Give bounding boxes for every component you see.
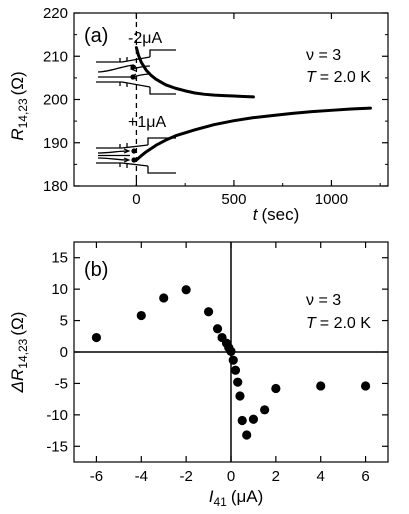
panel-a-series-2-line [134,106,372,162]
panel-a-series [134,46,372,162]
panel-a-current-label-top: -2μA [128,30,162,47]
panel-a-y-tick-label: 220 [43,5,68,22]
panel-b-data-point [91,332,102,343]
panel-a-y-ticks: 180 190 200 210 220 [43,5,388,195]
panel-b-data-point [181,285,191,295]
panel-b-y-tick-label: -15 [46,438,68,455]
panel-a: 180 190 200 210 220 0 500 1000 (a) R14,23(Ω) t… [8,5,389,224]
panel-b-temperature: T = 2.0 K [306,315,371,332]
panel-b-data-point [136,310,146,321]
panel-b-label: (b) [84,259,108,281]
panel-b-y-tick-label: 0 [60,344,68,361]
panel-b-data-point [271,383,281,394]
panel-b: -15 -10 -5 0 5 10 15 -6 -4 -2 0 2 4 6 (b) ΔR14,23(Ω)… [8,241,389,509]
panel-a-y-tick-label: 210 [43,48,68,65]
panel-b-filling-factor: ν = 3 [306,292,341,309]
panel-b-points [91,285,371,440]
panel-a-y-tick-label: 180 [43,178,68,195]
panel-a-series-1-line [134,46,255,99]
panel-b-x-tick-label: 6 [361,468,369,485]
panel-a-x-ticks: 0 500 1000 [132,13,381,208]
panel-b-x-ticks: -6 -4 -2 0 2 4 6 [90,242,370,485]
panel-b-x-tick-label: -2 [179,468,192,485]
panel-b-data-point [235,391,245,401]
panel-a-label: (a) [84,25,108,47]
panel-b-data-point [360,381,371,391]
panel-b-data-point [212,324,223,334]
panel-b-y-tick-label: 10 [51,281,68,298]
panel-a-current-label-bottom: +1μA [128,114,166,131]
panel-b-x-axis-label: I41 (μA) [209,487,264,509]
panel-b-data-point [242,430,252,440]
sample-schematic-bottom-icon [96,137,176,174]
panel-a-x-axis-label: t (sec) [253,205,300,224]
panel-b-y-tick-label: -10 [46,407,68,424]
panel-a-y-tick-label: 190 [43,135,68,152]
panel-b-x-tick-label: -4 [135,468,148,485]
sample-bottom-dot-1 [131,148,137,154]
sample-top-dot-1 [130,64,136,70]
panel-a-x-tick-label: 0 [132,191,140,208]
panel-a-filling-factor: ν = 3 [306,47,341,64]
panel-b-x-tick-label: 2 [272,468,280,485]
panel-a-x-tick-label: 500 [221,191,246,208]
panel-b-data-point [203,307,214,317]
panel-a-x-tick-label: 1000 [315,191,348,208]
panel-b-data-point [233,377,243,387]
panel-b-y-tick-label: 5 [60,313,68,330]
panel-b-data-point [260,405,270,415]
panel-b-y-axis-label: ΔR14,23(Ω) [8,312,30,394]
panel-b-y-tick-label: 15 [51,250,68,267]
panel-b-data-point [237,415,247,426]
panel-b-x-tick-label: 0 [227,468,235,485]
panel-b-y-tick-label: -5 [55,375,68,392]
panel-b-data-point [228,355,238,365]
panel-b-data-point [316,381,326,391]
panel-b-data-point [159,293,169,303]
sample-bottom-dot-2 [131,157,137,163]
panel-b-data-point [230,365,241,375]
panel-b-y-ticks: -15 -10 -5 0 5 10 15 [46,250,388,455]
panel-b-data-point [248,414,259,424]
panel-a-y-axis-label: R14,23(Ω) [8,71,30,140]
panel-a-y-tick-label: 200 [43,92,68,109]
panel-a-temperature: T = 2.0 K [306,69,371,86]
panel-b-x-tick-label: 4 [317,468,325,485]
sample-top-dot-2 [130,74,136,80]
panel-b-data-point [226,346,236,356]
panel-b-x-tick-label: -6 [90,468,103,485]
